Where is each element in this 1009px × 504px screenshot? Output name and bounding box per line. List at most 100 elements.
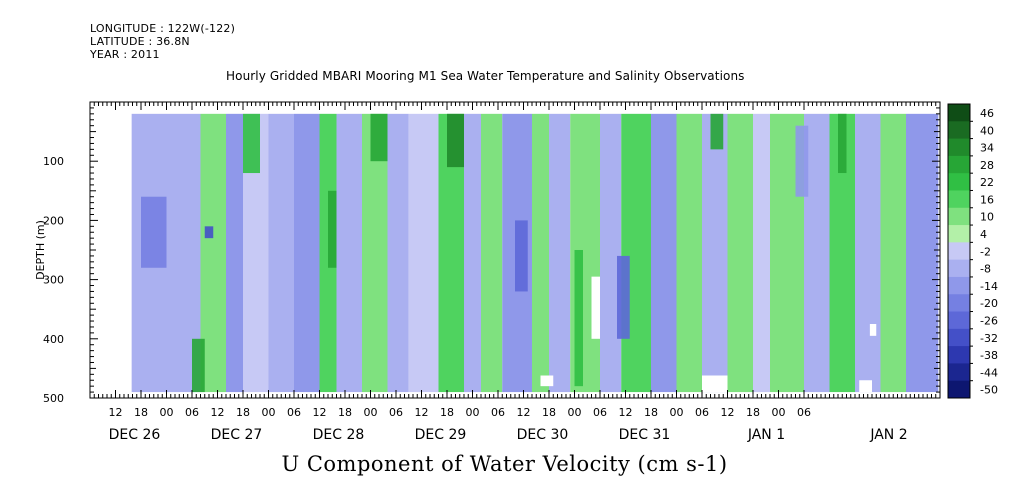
y-tick-label: 300 xyxy=(43,274,64,287)
colorbar: 46 40 34 28 22 16 10 4 -2 -8 -14 -20 -26 -32 -38 -44 -50 xyxy=(947,103,998,399)
x-day-label: JAN 1 xyxy=(747,427,785,443)
colorbar-label: -26 xyxy=(980,315,998,328)
x-day-label: DEC 27 xyxy=(211,427,263,443)
x-tick-label: 18 xyxy=(440,406,454,419)
x-tick-label: 12 xyxy=(517,406,531,419)
heat-patch xyxy=(141,196,167,268)
heat-band xyxy=(906,113,939,393)
y-tick-label: 400 xyxy=(43,333,64,346)
heat-band xyxy=(753,113,770,393)
heat-band xyxy=(294,113,320,393)
y-tick-label: 100 xyxy=(43,155,64,168)
x-tick-label: 18 xyxy=(542,406,556,419)
colorbar-cell xyxy=(948,294,970,313)
colorbar-cell xyxy=(948,190,970,209)
colorbar-label: 22 xyxy=(980,176,994,189)
colorbar-cell xyxy=(948,104,970,122)
x-day-label: DEC 30 xyxy=(517,427,569,443)
y-axis-label: DEPTH (m) xyxy=(34,220,47,280)
missing-data-cell xyxy=(869,324,877,336)
x-tick-label: 18 xyxy=(746,406,760,419)
colorbar-frame xyxy=(947,103,971,399)
colorbar-cell xyxy=(948,311,970,330)
heat-band xyxy=(532,113,549,393)
colorbar-label: 40 xyxy=(980,124,994,137)
heat-patch xyxy=(370,113,388,162)
x-tick-label: 06 xyxy=(287,406,301,419)
colorbar-cell xyxy=(948,259,970,278)
x-tick-label: 06 xyxy=(491,406,505,419)
colorbar-label: -14 xyxy=(980,280,998,293)
heat-patch xyxy=(795,125,809,197)
x-tick-label: 00 xyxy=(568,406,582,419)
colorbar-label: -50 xyxy=(980,384,998,397)
colorbar-cell xyxy=(948,173,970,191)
x-tick-label: 18 xyxy=(338,406,352,419)
heat-band xyxy=(336,113,362,393)
missing-data-cell xyxy=(540,375,554,387)
heat-patch xyxy=(447,113,464,168)
x-day-label: DEC 26 xyxy=(109,427,161,443)
x-tick-label: 18 xyxy=(644,406,658,419)
heat-band xyxy=(549,113,571,393)
colorbar-label: -8 xyxy=(980,263,991,276)
heat-patch xyxy=(204,226,214,239)
heat-patch xyxy=(243,113,260,174)
heat-band xyxy=(464,113,481,393)
missing-data-cell xyxy=(702,375,728,393)
longitude-label: LONGITUDE : 122W(-122) xyxy=(90,22,236,35)
heat-band xyxy=(651,113,677,393)
x-tick-label: 12 xyxy=(109,406,123,419)
x-tick-label: 06 xyxy=(185,406,199,419)
heat-patch xyxy=(617,255,630,339)
x-day-label: DEC 31 xyxy=(619,427,671,443)
x-tick-label: 18 xyxy=(236,406,250,419)
heat-band xyxy=(702,113,728,393)
x-tick-label: 12 xyxy=(211,406,225,419)
colorbar-cell xyxy=(948,138,970,157)
colorbar-label: 10 xyxy=(980,211,994,224)
missing-data-regions xyxy=(540,276,877,393)
x-tick-label: 06 xyxy=(797,406,811,419)
colorbar-cell xyxy=(948,276,970,295)
colorbar-cell xyxy=(948,242,970,261)
colorbar-cell xyxy=(948,225,970,243)
heat-band xyxy=(268,113,294,393)
colorbar-label: -44 xyxy=(980,366,998,379)
x-tick-label: 06 xyxy=(389,406,403,419)
heat-patch xyxy=(838,113,847,174)
colorbar-label: -2 xyxy=(980,245,991,258)
colorbar-cell xyxy=(948,207,970,226)
colorbar-label: 34 xyxy=(980,142,994,155)
colorbar-cell xyxy=(948,380,970,399)
heat-band xyxy=(676,113,702,393)
colorbar-cell xyxy=(948,121,970,140)
x-tick-label: 00 xyxy=(262,406,276,419)
x-tick-label: 06 xyxy=(695,406,709,419)
x-tick-label: 00 xyxy=(466,406,480,419)
x-tick-label: 12 xyxy=(415,406,429,419)
colorbar-label: 28 xyxy=(980,159,994,172)
colorbar-label: 4 xyxy=(980,228,987,241)
year-label: YEAR : 2011 xyxy=(90,48,160,61)
colorbar-cell xyxy=(948,328,970,347)
heat-patch xyxy=(710,113,724,150)
chart-title: Hourly Gridded MBARI Mooring M1 Sea Wate… xyxy=(226,69,745,83)
axes: 12 18 00 06 12 18 00 06 12 18 00 06 12 18 00 06 12 18 00 06… xyxy=(43,101,941,443)
heat-band xyxy=(600,113,622,393)
heat-band xyxy=(226,113,243,393)
x-tick-label: 00 xyxy=(160,406,174,419)
heat-patch xyxy=(574,250,583,387)
missing-data-cell xyxy=(591,276,600,339)
colorbar-label: -38 xyxy=(980,349,998,362)
x-day-label: DEC 28 xyxy=(313,427,365,443)
x-tick-label: 12 xyxy=(619,406,633,419)
x-tick-label: 06 xyxy=(593,406,607,419)
x-tick-label: 00 xyxy=(772,406,786,419)
x-tick-label: 12 xyxy=(721,406,735,419)
colorbar-label: -32 xyxy=(980,332,998,345)
heat-patch xyxy=(515,220,528,292)
x-tick-label: 00 xyxy=(670,406,684,419)
heat-band xyxy=(408,113,439,393)
x-tick-label: 12 xyxy=(313,406,327,419)
